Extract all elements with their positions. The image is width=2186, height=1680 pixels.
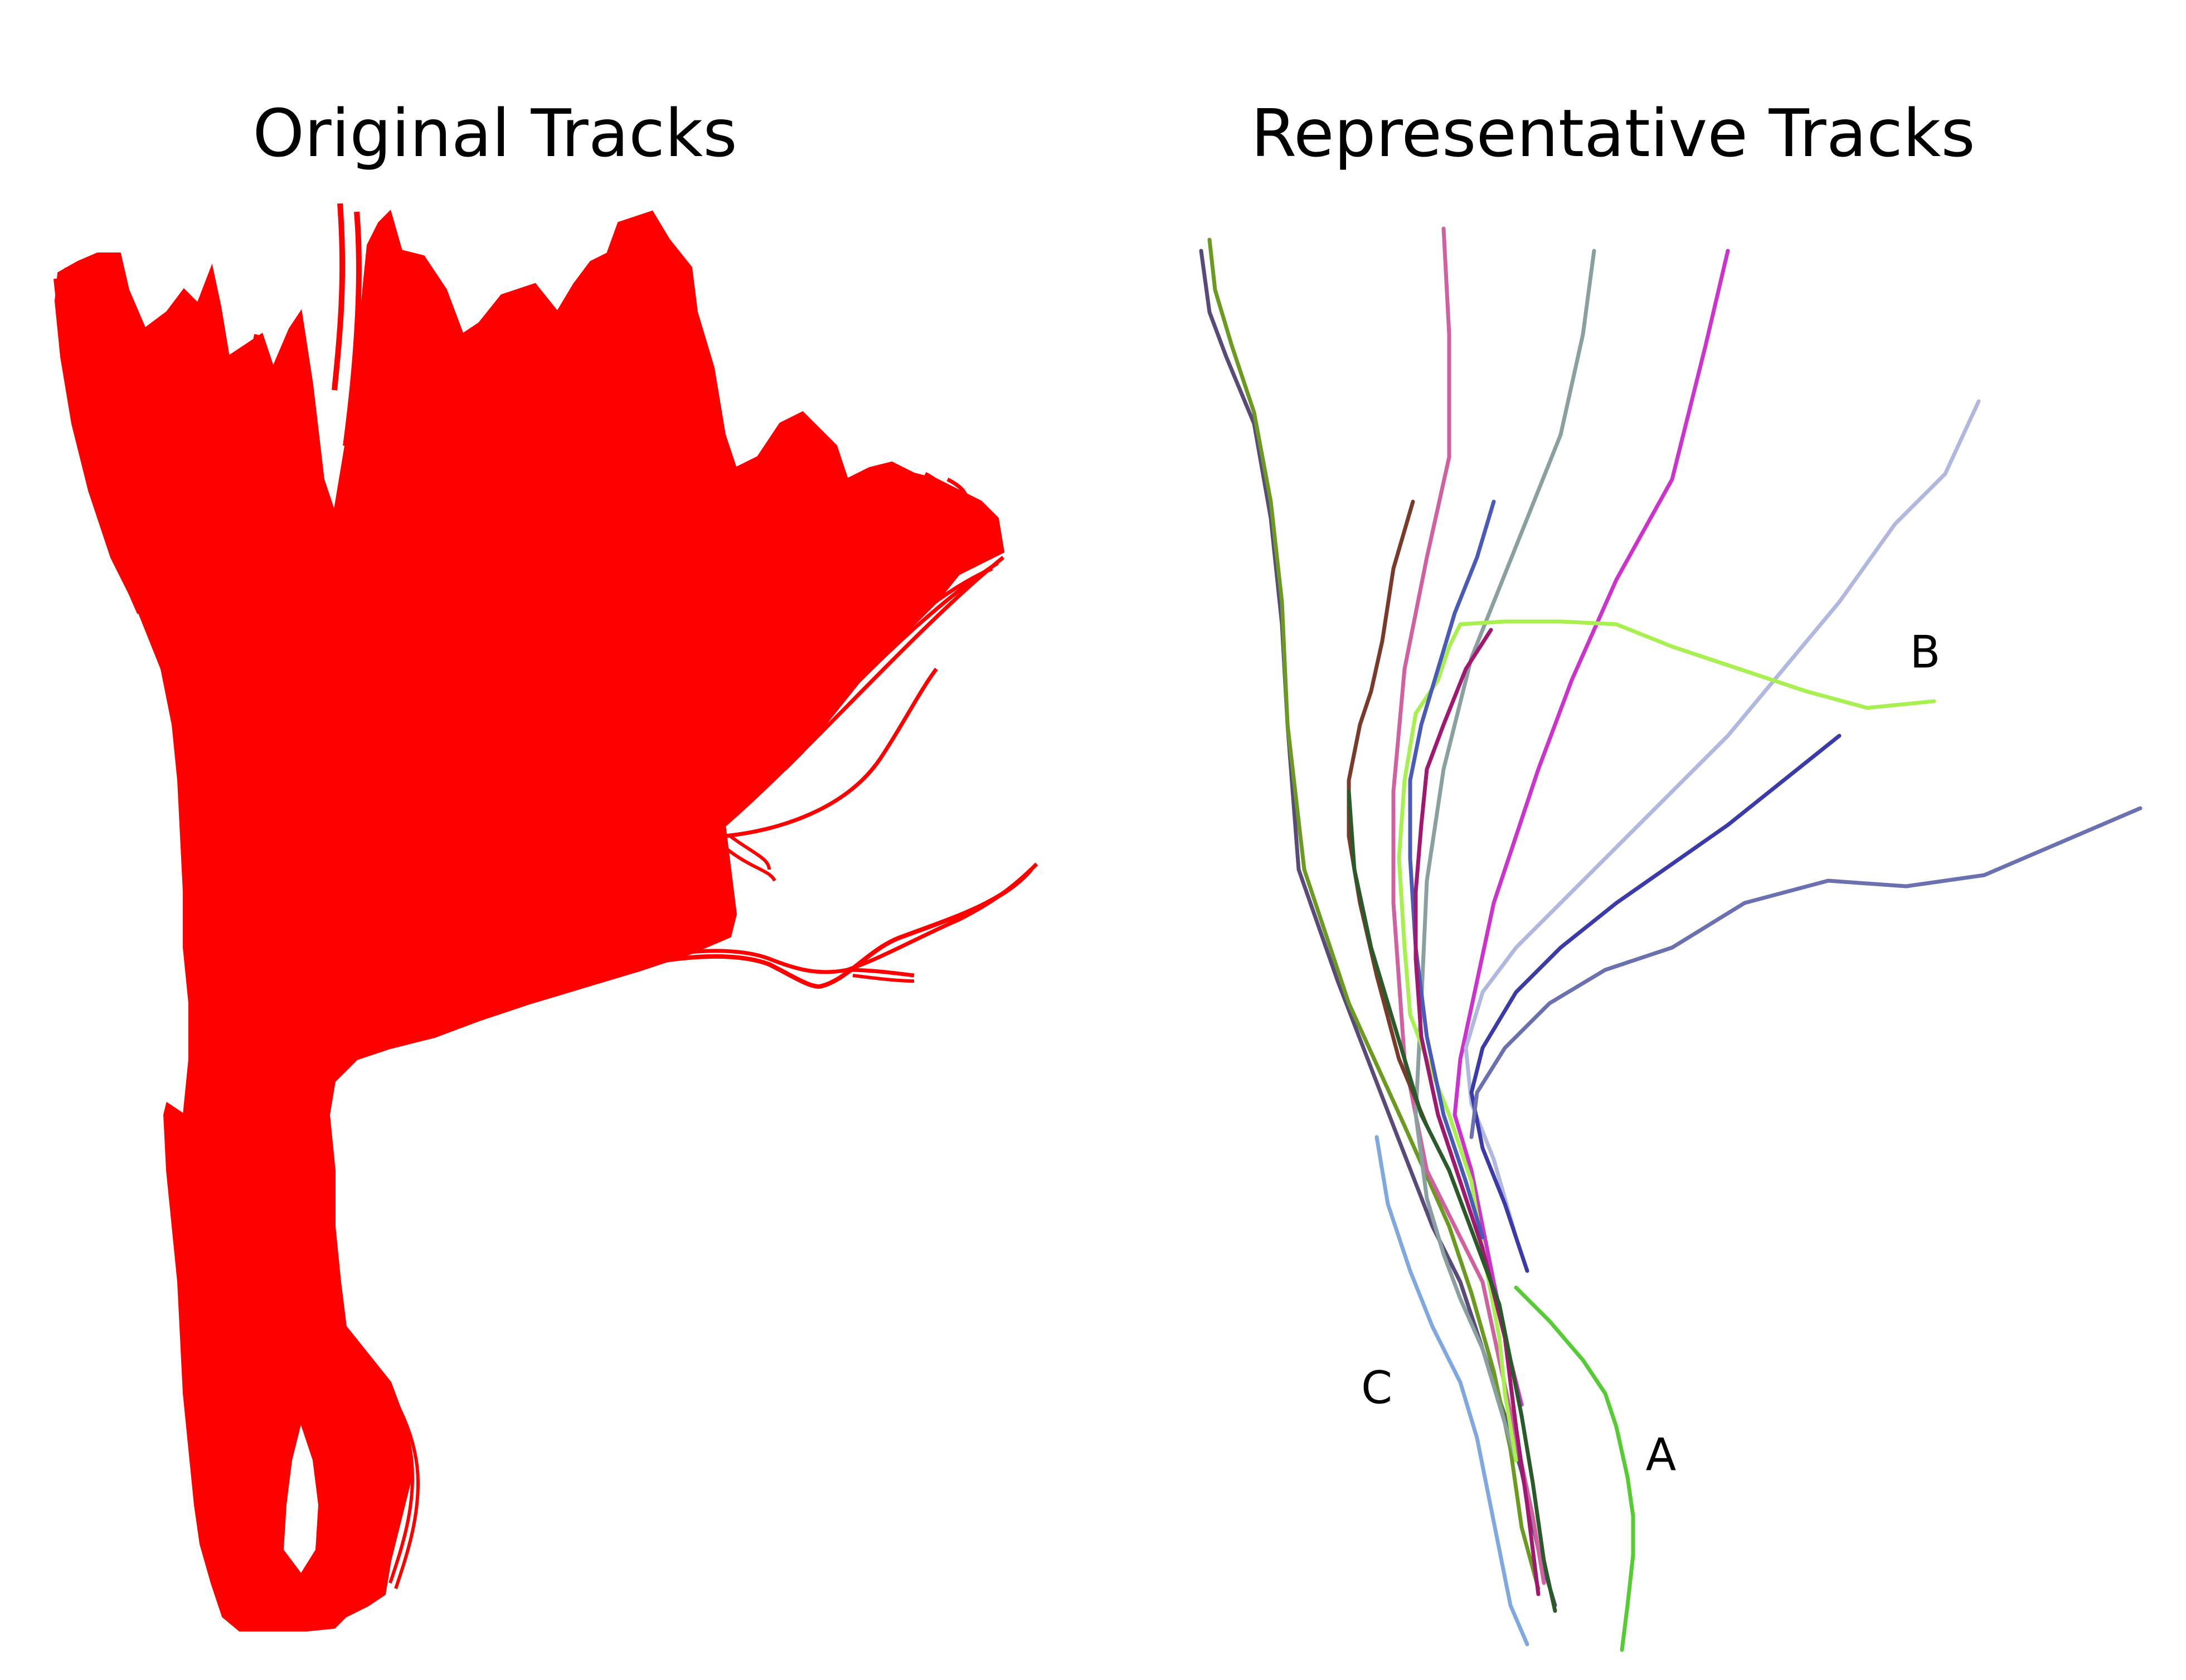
track-line [1397,619,1936,1463]
strand [723,846,776,882]
strand [210,273,220,424]
track-label-a: A [1645,1429,1677,1481]
track-line [1413,249,1596,1463]
strand [729,834,771,870]
strand [852,974,915,983]
track-label-b: B [1910,626,1941,678]
strand [81,259,169,603]
strand [366,1359,420,1589]
track-line [1514,1285,1635,1652]
strand [556,862,1038,983]
track-line [1464,399,1981,1240]
strand [724,667,938,838]
strand [847,968,915,978]
bundle-loop-hole [283,1425,319,1573]
track-label-c: C [1361,1362,1392,1414]
track-line [1347,789,1557,1613]
strand [723,556,1005,827]
strand [65,267,158,614]
representative-tracks-title: Representative Tracks [1251,95,1975,172]
track-line [1453,249,1730,1407]
strand [556,868,1033,989]
strand [343,211,362,446]
track-line [1347,499,1429,1128]
track-line [1469,734,1842,1273]
strand [717,566,993,815]
strand [54,278,142,614]
strand [935,477,969,537]
strand [723,561,999,821]
original-tracks-bundle [54,203,1038,1632]
track-line [1408,499,1496,1240]
track-line [1413,628,1541,1596]
strand [237,334,259,424]
track-line [1374,1135,1529,1647]
strand [913,472,947,531]
track-line [1469,806,2143,1139]
original-tracks-title: Original Tracks [252,95,737,172]
strand [332,203,346,391]
